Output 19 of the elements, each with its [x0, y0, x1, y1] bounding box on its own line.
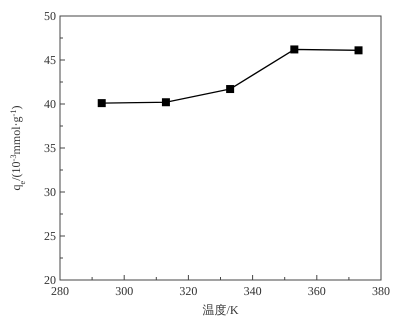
y-tick-label: 50: [44, 9, 56, 23]
y-tick-label: 30: [44, 185, 56, 199]
y-tick-label: 20: [44, 273, 56, 287]
point: [290, 45, 298, 54]
y-tick-label: 25: [44, 229, 56, 243]
point: [354, 46, 363, 54]
x-tick-label: 320: [179, 284, 198, 298]
x-tick-label: 280: [51, 284, 69, 298]
x-tick-label: 360: [308, 284, 326, 298]
y-tick-label: 35: [44, 141, 56, 155]
x-axis-title: 温度/K: [202, 303, 239, 317]
x-tick-label: 340: [244, 284, 262, 298]
x-tick-label: 300: [115, 284, 134, 298]
y-tick-label: 45: [44, 53, 56, 67]
point: [98, 99, 106, 108]
y-tick-label: 40: [44, 97, 56, 111]
point: [226, 85, 234, 94]
point: [162, 98, 170, 106]
x-tick-label: 380: [372, 284, 390, 298]
